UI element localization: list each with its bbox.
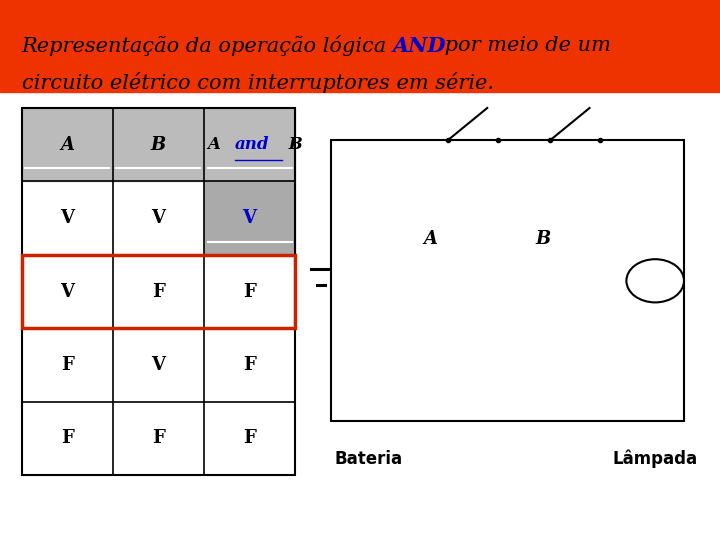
Text: V: V — [60, 209, 74, 227]
Bar — [22, 108, 113, 181]
Text: V: V — [243, 209, 256, 227]
Text: B: B — [150, 136, 166, 154]
Text: circuito elétrico com interruptores em série.: circuito elétrico com interruptores em s… — [22, 72, 494, 92]
Bar — [331, 140, 684, 421]
Text: B: B — [535, 230, 551, 248]
Text: F: F — [243, 282, 256, 301]
Text: F: F — [152, 282, 165, 301]
Bar — [22, 108, 295, 475]
Text: A: A — [60, 136, 74, 154]
Text: F: F — [60, 356, 73, 374]
Text: and: and — [235, 136, 269, 153]
Text: por meio de um: por meio de um — [438, 36, 611, 56]
Text: Lâmpada: Lâmpada — [612, 450, 697, 468]
Bar — [22, 255, 295, 328]
Text: F: F — [243, 356, 256, 374]
Text: V: V — [60, 282, 74, 301]
Text: Representação da operação lógica: Representação da operação lógica — [22, 36, 393, 56]
Text: A: A — [423, 230, 437, 248]
Text: A: A — [207, 136, 226, 153]
Text: F: F — [243, 429, 256, 448]
Bar — [113, 108, 204, 181]
Text: AND: AND — [392, 36, 446, 56]
Text: B: B — [283, 136, 303, 153]
Text: V: V — [151, 356, 166, 374]
Bar — [0, 0, 720, 92]
Text: F: F — [60, 429, 73, 448]
Bar — [204, 181, 295, 255]
Bar — [204, 108, 295, 181]
Text: Bateria: Bateria — [335, 450, 403, 468]
Text: F: F — [152, 429, 165, 448]
Text: V: V — [151, 209, 166, 227]
